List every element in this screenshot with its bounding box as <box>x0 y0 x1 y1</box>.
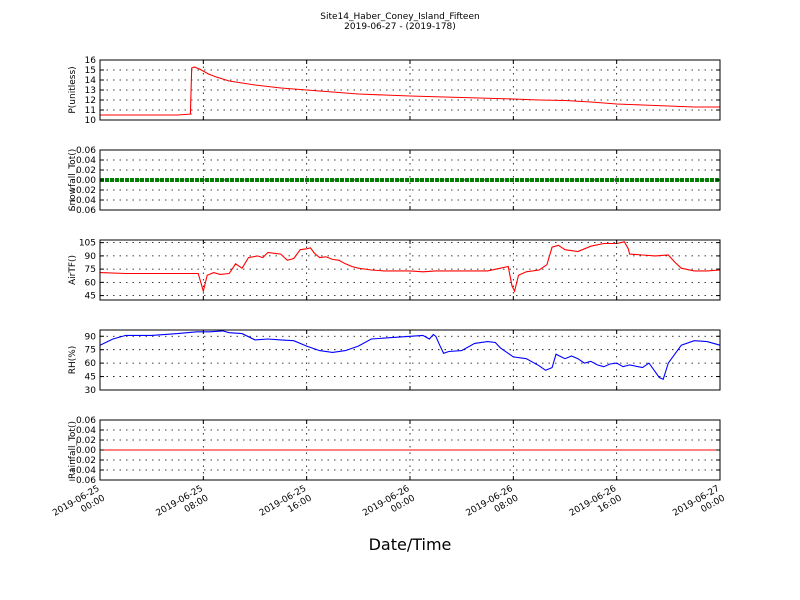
y-tick-label: 15 <box>85 66 96 76</box>
y-tick-label: 0.00 <box>76 176 96 186</box>
y-tick-label: 0.04 <box>76 426 96 436</box>
y-tick-label: −0.06 <box>68 206 96 216</box>
y-axis-label: AirTF() <box>68 255 78 285</box>
y-tick-label: 0.04 <box>76 156 96 166</box>
chart-subtitle: 2019-06-27 - (2019-178) <box>344 22 456 32</box>
y-tick-label: 11 <box>85 106 96 116</box>
x-axis-label: Date/Time <box>369 535 452 554</box>
chart-title: Site14_Haber_Coney_Island_Fifteen <box>320 12 479 22</box>
panel-2: −0.06−0.04−0.020.000.020.040.06Snowfall_… <box>68 146 721 216</box>
panel-frame <box>99 239 721 301</box>
y-tick-label: 14 <box>85 76 97 86</box>
chart-panels: 10111213141516P(unitless)−0.06−0.04−0.02… <box>68 56 721 486</box>
y-axis-label: Rainfall_Tot() <box>68 421 78 479</box>
panel-5: −0.06−0.04−0.020.000.020.040.06Rainfall_… <box>68 416 721 486</box>
y-axis-label: RH(%) <box>68 346 78 375</box>
y-tick-label: −0.02 <box>68 186 96 196</box>
y-tick-label: 45 <box>85 292 96 302</box>
y-tick-label: 13 <box>85 86 96 96</box>
y-tick-label: 0.02 <box>76 166 96 176</box>
y-axis-label: P(unitless) <box>68 66 78 113</box>
y-tick-label: −0.06 <box>68 476 96 486</box>
y-tick-label: 75 <box>85 265 96 275</box>
y-tick-label: 12 <box>85 96 96 106</box>
series-line-1 <box>100 66 720 116</box>
y-tick-label: 60 <box>85 278 97 288</box>
y-tick-label: −0.04 <box>68 196 96 206</box>
y-tick-label: 10 <box>85 116 97 126</box>
y-tick-label: 75 <box>85 346 96 356</box>
y-tick-label: 16 <box>85 56 97 66</box>
y-axis-label: Snowfall_Tot() <box>68 149 78 212</box>
series-line-3 <box>99 241 721 294</box>
y-tick-label: 60 <box>85 359 97 369</box>
y-tick-label: 105 <box>79 239 96 249</box>
panel-frame <box>99 329 721 391</box>
panel-4: 30 45 60 75 90 RH(%) <box>68 329 721 396</box>
series-line-4 <box>99 330 721 381</box>
y-tick-label: 0.00 <box>76 446 96 456</box>
y-tick-label: −0.02 <box>68 456 96 466</box>
y-tick-label: −0.04 <box>68 466 96 476</box>
y-tick-label: 30 <box>85 386 97 396</box>
y-tick-label: 45 <box>85 373 96 383</box>
y-tick-label: 0.02 <box>76 436 96 446</box>
y-tick-label: 90 <box>85 252 97 262</box>
y-tick-label: 0.06 <box>76 146 96 156</box>
y-tick-label: 90 <box>85 332 97 342</box>
y-tick-label: 0.06 <box>76 416 96 426</box>
